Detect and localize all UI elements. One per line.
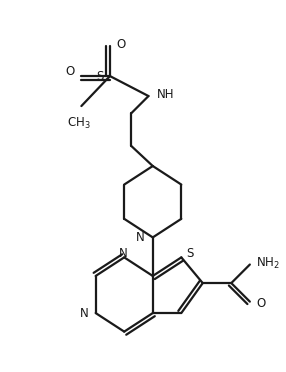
- Text: O: O: [116, 38, 126, 51]
- Text: S: S: [186, 247, 194, 260]
- Text: N: N: [118, 247, 127, 260]
- Text: O: O: [256, 296, 265, 310]
- Text: NH$_2$: NH$_2$: [256, 256, 280, 271]
- Text: O: O: [66, 65, 75, 78]
- Text: N: N: [80, 307, 89, 320]
- Text: CH$_3$: CH$_3$: [67, 116, 90, 131]
- Text: S: S: [96, 70, 104, 83]
- Text: NH: NH: [156, 88, 174, 101]
- Text: N: N: [136, 231, 145, 244]
